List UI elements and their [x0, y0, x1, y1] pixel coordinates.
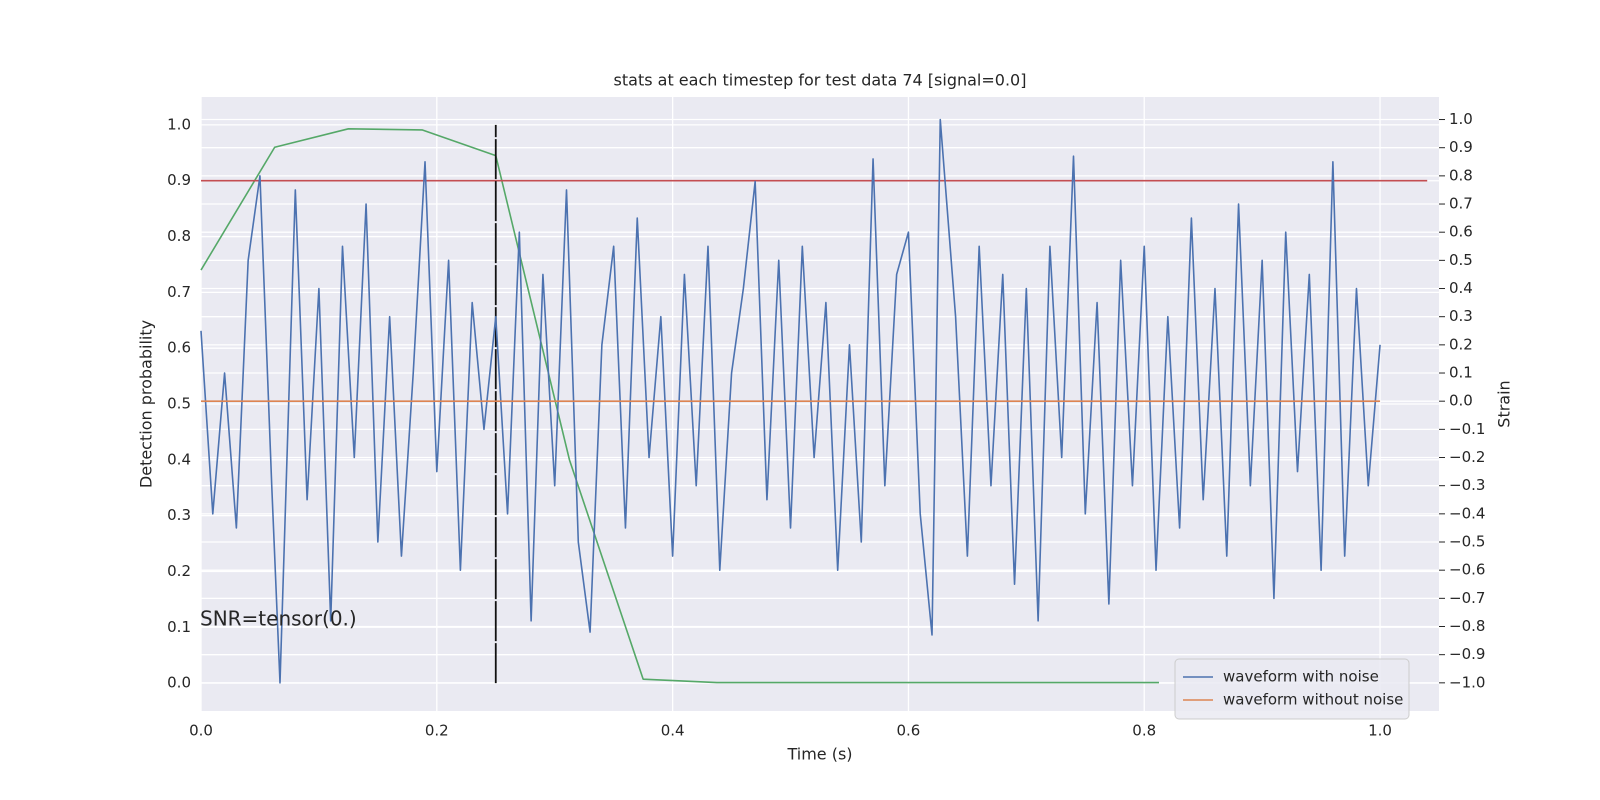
- x-tick-label: 0.0: [189, 722, 213, 740]
- y2-tick-label: −1.0: [1449, 673, 1485, 691]
- y2-tick-label: −0.2: [1449, 448, 1485, 466]
- y2-axis-label: Strain: [1495, 380, 1514, 427]
- y2-tick-label: −0.6: [1449, 561, 1485, 579]
- y2-tick-label: −0.5: [1449, 533, 1485, 551]
- y2-tick-label: 0.4: [1449, 279, 1473, 297]
- y-tick-label: 0.2: [167, 562, 191, 580]
- chart-title: stats at each timestep for test data 74 …: [614, 71, 1027, 90]
- y-tick-label: 0.3: [167, 506, 191, 524]
- y2-tick-label: −0.3: [1449, 476, 1485, 494]
- y-tick-label: 0.0: [167, 674, 191, 692]
- x-tick-label: 0.2: [425, 722, 449, 740]
- grid: [200, 97, 1445, 711]
- y-tick-label: 0.4: [167, 450, 191, 468]
- y2-tick-label: −0.7: [1449, 589, 1485, 607]
- y-tick-label: 1.0: [167, 115, 191, 133]
- y-tick-label: 0.8: [167, 227, 191, 245]
- x-tick-label: 1.0: [1368, 722, 1392, 740]
- x-tick-label: 0.6: [896, 722, 920, 740]
- y2-tick-label: 0.1: [1449, 364, 1473, 382]
- y2-tick-label: −0.1: [1449, 420, 1485, 438]
- legend-box: [1174, 658, 1410, 720]
- y2-tick-label: 0.9: [1449, 138, 1473, 156]
- y2-tick-label: 0.8: [1449, 166, 1473, 184]
- legend-label: waveform without noise: [1223, 691, 1403, 709]
- series-line: [200, 118, 1381, 684]
- x-axis-label: Time (s): [786, 745, 852, 764]
- y-axis-label: Detection probability: [137, 320, 156, 488]
- legend-label: waveform with noise: [1223, 668, 1379, 686]
- y2-tick-label: 0.7: [1449, 195, 1473, 213]
- y2-tick-label: 1.0: [1449, 110, 1473, 128]
- y2-tick-label: 0.0: [1449, 392, 1473, 410]
- y-tick-label: 0.6: [167, 339, 191, 357]
- y-tick-label: 0.5: [167, 395, 191, 413]
- x-tick-label: 0.8: [1132, 722, 1156, 740]
- y-tick-label: 0.9: [167, 171, 191, 189]
- probability-line: [200, 128, 1159, 684]
- marks: [200, 118, 1428, 684]
- y2-tick-label: 0.5: [1449, 251, 1473, 269]
- y2-tick-label: 0.3: [1449, 307, 1473, 325]
- y2-tick-label: 0.2: [1449, 335, 1473, 353]
- y2-tick-label: −0.9: [1449, 645, 1485, 663]
- y2-tick-label: −0.8: [1449, 617, 1485, 635]
- annotation: SNR=tensor(0.): [200, 607, 357, 631]
- y-tick-label: 0.1: [167, 618, 191, 636]
- y2-tick-label: −0.4: [1449, 504, 1485, 522]
- x-tick-label: 0.4: [661, 722, 685, 740]
- y-tick-label: 0.7: [167, 283, 191, 301]
- y2-tick-label: 0.6: [1449, 223, 1473, 241]
